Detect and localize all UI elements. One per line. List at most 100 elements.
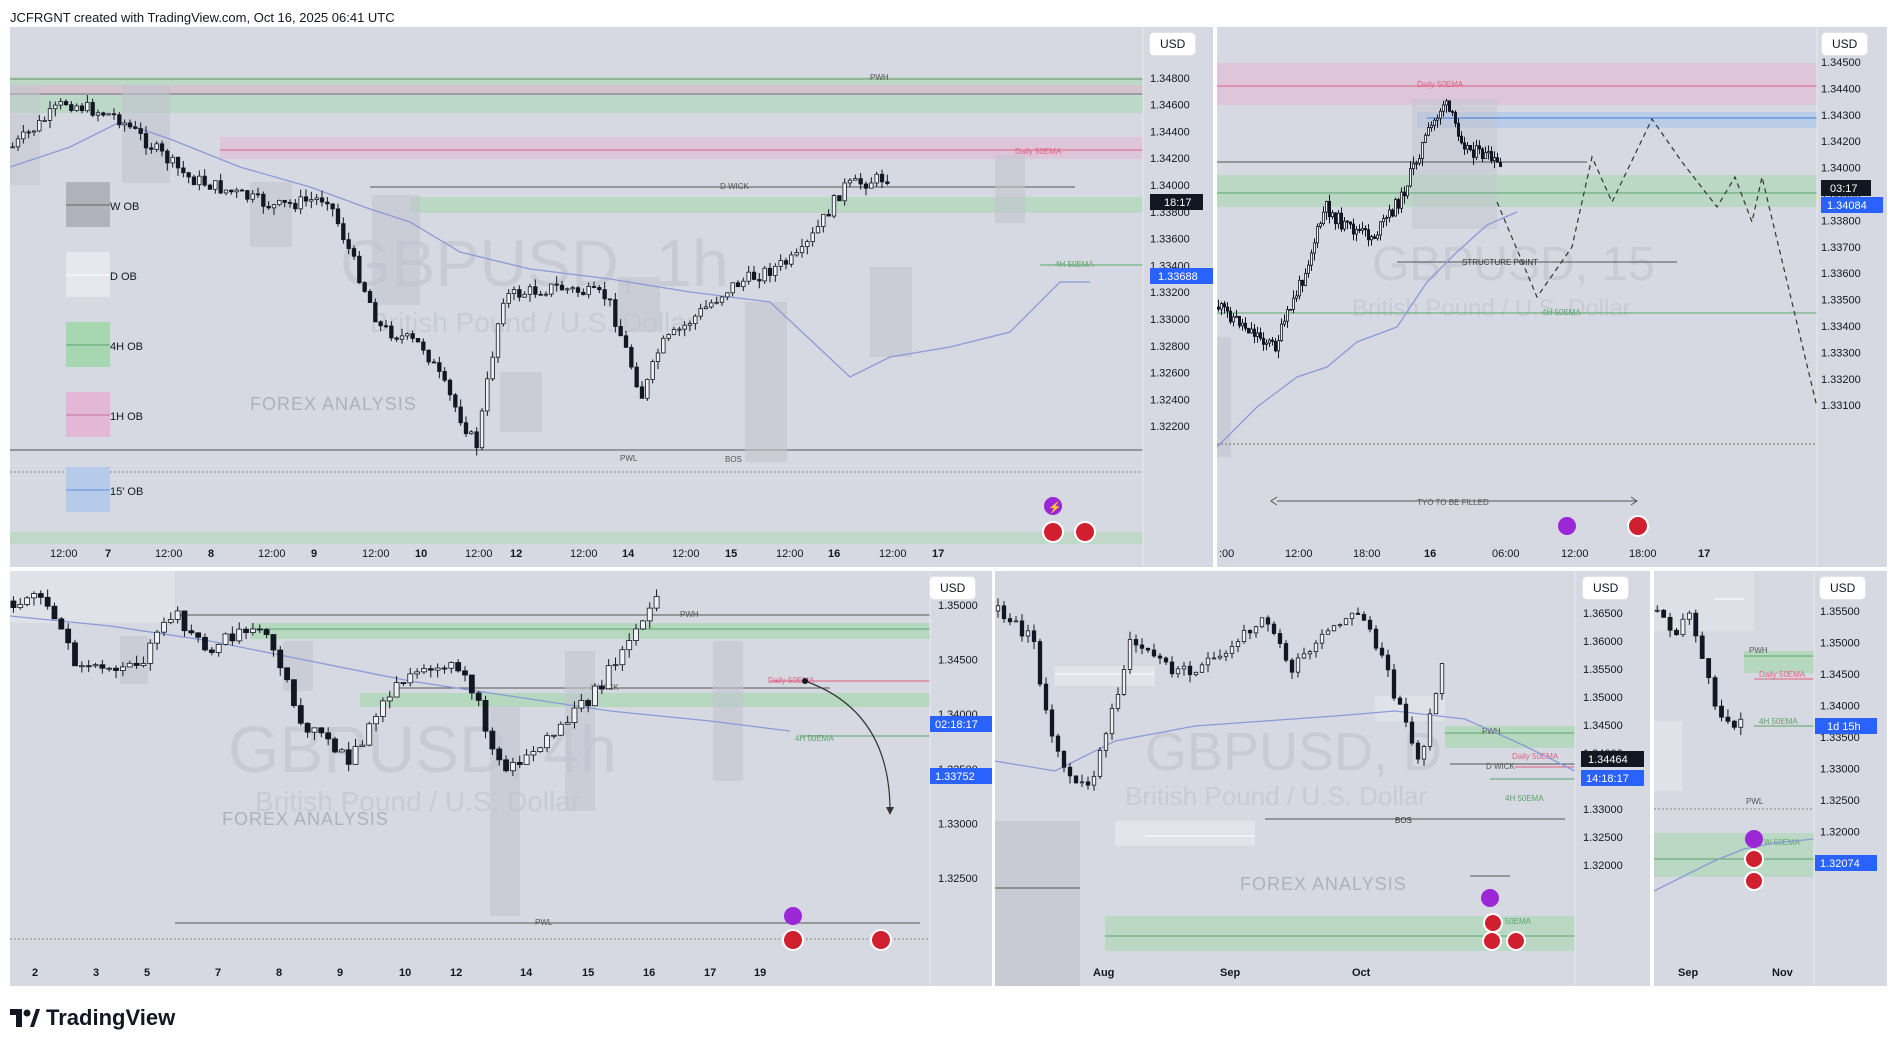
price-axis-label: 1.36000 [1583,636,1623,648]
candle [575,287,581,293]
us-flag-icon-2[interactable] [1506,931,1526,951]
candle [405,333,410,337]
chart-canvas[interactable]: W OB D OB 4H OB 1H OB 15' OB PWH D WICK … [10,27,1213,567]
us-flag-icon[interactable] [1074,521,1096,543]
candle [618,326,623,337]
time-axis-label: 12:00 [465,548,493,560]
legend-15-ob: 15' OB [110,486,143,498]
candle [773,265,778,276]
chart-panel-4h[interactable]: GBPUSD, 4h British Pound / U.S. Dollar F… [10,571,992,986]
candle [1498,161,1502,168]
candle [287,202,293,204]
candle [1097,749,1103,777]
event-flash-icon[interactable] [1044,497,1062,515]
candle [1234,315,1238,318]
candle [378,321,383,327]
candle [359,744,366,747]
candle [197,175,202,186]
candle [1680,618,1686,636]
tradingview-logo-icon [10,1009,40,1027]
currency-button[interactable]: USD [1150,33,1196,55]
candle [1686,612,1692,620]
candle [393,682,400,698]
candle [1477,145,1481,150]
candle [1354,229,1358,235]
time-axis-label: 18:00 [1353,548,1381,560]
event-flash-icon[interactable] [1558,517,1576,535]
us-flag-icon[interactable] [1483,913,1503,933]
candle [571,707,578,723]
candle [1427,713,1433,747]
tradingview-logo[interactable]: TradingView [10,1003,175,1033]
price-axis: 1.35500 1.35000 1.34500 1.34000 1.33500 1.330… [1820,606,1860,870]
candle [311,727,318,733]
currency-button[interactable]: USD [1583,577,1629,599]
candle [1115,694,1121,709]
event-flash-icon[interactable] [1745,830,1763,848]
current-price-text: 1.33688 [1158,271,1198,283]
chart-panel-daily[interactable]: GBPUSD, D British Pound / U.S. Dollar FO… [995,571,1650,986]
currency-button[interactable]: USD [930,577,976,599]
bottom-ob-zone [10,532,1143,544]
time-axis-label: 16 [1424,548,1436,560]
candle [1007,618,1013,623]
candle [1408,168,1412,187]
chart-panel-weekly[interactable]: PWH Daily 50EMA 4H 50EMA PWL W 50EMA 1.3… [1654,571,1887,986]
chart-canvas[interactable]: PWH Daily 50EMA D WICK 4H 50EMA BOS W 50… [995,571,1650,986]
us-flag-icon[interactable] [870,929,892,951]
candle [509,762,516,772]
currency-button[interactable]: USD [1822,33,1868,55]
candle [533,286,538,295]
gb-flag-icon[interactable] [782,929,804,951]
candle [1313,242,1317,254]
candle [1495,157,1499,163]
currency-button[interactable]: USD [1820,577,1866,599]
candle [767,267,773,276]
candle [1241,630,1247,643]
gb-flag-icon[interactable] [1744,849,1764,869]
us-flag-icon[interactable] [1744,871,1764,891]
candle [373,716,379,725]
candle [646,607,653,622]
time-axis-label: 8 [208,548,214,560]
event-flash-icon[interactable] [784,907,802,925]
label-daily-ema: Daily 50EMA [768,676,815,685]
candle [1253,626,1259,634]
forex-analysis-logo: FOREX ANALYSIS [1240,874,1407,894]
event-flash-icon[interactable] [1481,889,1499,907]
candle [1240,322,1244,327]
candle [175,156,181,169]
chart-canvas[interactable]: PWH Daily 50EMA D WICK 4H 50EMA PWL 1.35… [10,571,992,986]
time-axis-label: :00 [1219,548,1234,560]
candle [837,195,842,202]
candle [1295,295,1299,299]
chart-panel-1h[interactable]: GBPUSD, 1h British Pound / U.S. Dollar F… [10,27,1213,567]
price-axis-label: 1.35000 [938,600,978,612]
candle [639,620,646,630]
candle [1037,641,1043,685]
chart-panel-15m[interactable]: GBPUSD, 15 British Pound / U.S. Dollar D… [1217,27,1887,567]
candle [1337,624,1343,627]
label-daily-ema: Daily 50EMA [1759,670,1806,679]
candle [415,338,421,343]
price-axis-label: 1.32400 [1150,394,1190,406]
candle [95,112,101,116]
gb-flag-icon[interactable] [1042,521,1064,543]
countdown-text: 1d 15h [1827,721,1861,733]
gb-flag-icon[interactable] [1482,931,1502,951]
candle [74,105,79,111]
symbol-watermark: GBPUSD, 4h [228,712,617,786]
chart-canvas[interactable]: PWH Daily 50EMA 4H 50EMA PWL W 50EMA 1.3… [1654,571,1887,986]
candle [719,296,725,303]
candle [1283,320,1287,325]
candle [1486,151,1490,154]
candle [195,632,202,638]
candle [1181,665,1187,670]
ema-line [1654,838,1815,892]
chart-canvas[interactable]: Daily 50EMA STRUCTURE POINT 4H 50EMA TYO… [1217,27,1887,567]
us-flag-icon[interactable] [1627,515,1649,537]
chart-credit: JCFRGNT created with TradingView.com, Oc… [10,10,395,25]
candle [335,208,341,225]
current-price-tag [1821,197,1883,213]
candle [215,643,222,653]
